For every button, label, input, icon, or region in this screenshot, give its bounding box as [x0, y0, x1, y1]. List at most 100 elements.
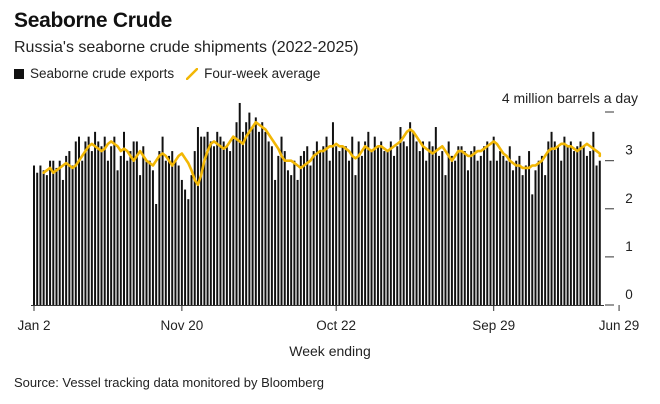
x-tick-label: Sep 29: [472, 318, 515, 333]
bar: [534, 170, 537, 305]
bar: [126, 160, 129, 305]
bar: [393, 155, 396, 305]
bar: [589, 151, 592, 305]
bar: [222, 141, 225, 305]
bar: [338, 151, 341, 305]
bar: [58, 160, 61, 305]
bar: [164, 160, 167, 305]
bar: [348, 160, 351, 305]
bar: [576, 146, 579, 305]
bar: [502, 155, 505, 305]
bar: [357, 141, 360, 305]
bar: [45, 175, 48, 305]
average-line: [42, 120, 602, 187]
bar: [158, 151, 161, 305]
bar: [598, 160, 601, 305]
legend-item-average: Four-week average: [186, 66, 320, 81]
bar: [412, 131, 415, 305]
bar: [232, 136, 235, 305]
source-note: Source: Vessel tracking data monitored b…: [14, 375, 325, 390]
bar: [68, 151, 71, 305]
bar: [49, 160, 52, 305]
bar: [479, 155, 482, 305]
bar: [560, 160, 563, 305]
bar: [119, 155, 122, 305]
bar: [309, 165, 312, 305]
bar: [476, 160, 479, 305]
bar: [33, 165, 35, 305]
bar: [344, 146, 347, 305]
bar: [248, 112, 251, 305]
bar: [132, 141, 135, 305]
y-axis-ticks: 0 1 2 3: [605, 111, 633, 306]
legend-swatch-line: [186, 67, 199, 80]
bar: [171, 151, 174, 305]
chart-title: Seaborne Crude: [14, 9, 173, 32]
bar: [351, 136, 354, 305]
bar: [290, 175, 293, 305]
bar: [36, 172, 39, 305]
bar: [370, 151, 373, 305]
bar: [216, 131, 219, 305]
bar: [74, 141, 77, 305]
bar: [563, 136, 566, 305]
x-tick-label: Nov 20: [160, 318, 203, 333]
bar: [454, 160, 457, 305]
bar: [174, 160, 177, 305]
bar: [335, 146, 338, 305]
bar: [418, 151, 421, 305]
bar: [71, 165, 74, 305]
bar: [94, 131, 97, 305]
bar: [463, 151, 466, 305]
bar: [322, 146, 325, 305]
bar: [450, 155, 453, 305]
bar: [293, 160, 296, 305]
bar: [373, 136, 376, 305]
bar: [225, 146, 228, 305]
bar: [123, 131, 125, 305]
bar: [303, 151, 306, 305]
bar: [383, 151, 386, 305]
bar: [151, 170, 154, 305]
bar: [544, 175, 547, 305]
bar: [573, 151, 576, 305]
bar: [438, 155, 441, 305]
bar: [518, 155, 521, 305]
bar: [90, 151, 93, 305]
bar: [209, 141, 212, 305]
bar: [238, 102, 241, 305]
bar: [61, 179, 64, 305]
bar: [483, 146, 486, 305]
bar: [595, 165, 598, 305]
bar: [537, 160, 540, 305]
bar: [245, 122, 248, 305]
bar: [97, 141, 100, 305]
bar: [283, 151, 286, 305]
bar: [489, 160, 492, 305]
legend-swatch-bar: [14, 68, 24, 79]
bar: [399, 127, 402, 305]
chart-subtitle: Russia's seaborne crude shipments (2022-…: [14, 39, 359, 56]
bar: [396, 146, 399, 305]
bar: [106, 160, 109, 305]
bar: [129, 151, 132, 305]
bar: [116, 170, 119, 305]
bar: [492, 136, 495, 305]
bar: [161, 136, 164, 305]
bar: [286, 170, 289, 305]
bar: [331, 122, 334, 305]
y-tick-label: 0: [625, 287, 633, 302]
bar: [229, 151, 232, 305]
bar: [328, 160, 331, 305]
bar: [187, 199, 190, 305]
bar: [113, 136, 116, 305]
bar: [428, 141, 431, 305]
bar: [190, 175, 193, 305]
bar: [508, 146, 511, 305]
bar: [155, 203, 158, 305]
bar: [235, 122, 238, 305]
y-tick-label: 2: [625, 191, 633, 206]
bar: [203, 136, 206, 305]
bar: [405, 146, 408, 305]
